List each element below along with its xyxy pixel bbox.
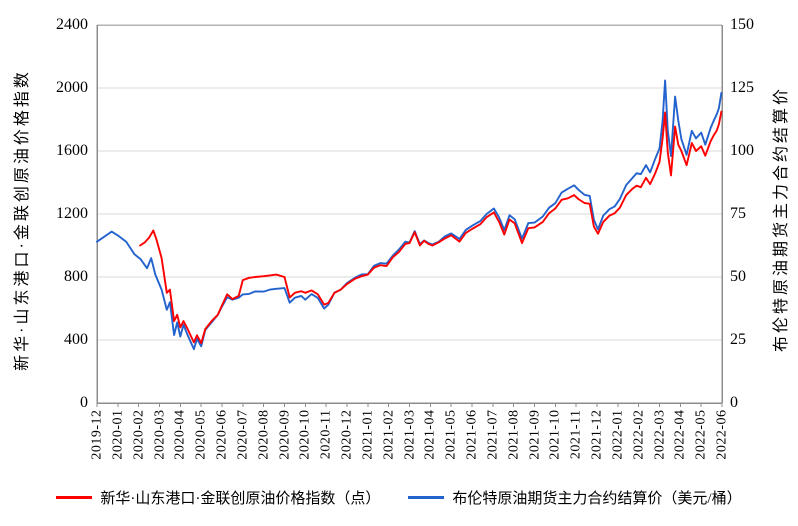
left-axis-tick-label: 0 [80,394,88,411]
left-axis-tick-label: 1200 [56,205,88,222]
right-axis-tick-label: 150 [730,16,754,33]
right-axis-tick-label: 100 [730,142,754,159]
x-axis-tick-label: 2021-08 [506,409,522,460]
x-axis-tick-label: 2020-06 [214,409,230,460]
x-axis-tick-label: 2021-12 [589,409,605,460]
x-axis-tick-label: 2020-02 [131,409,147,460]
x-axis-tick-label: 2020-12 [339,409,355,460]
left-axis-tick-label: 2400 [56,16,88,33]
legend-item-index: 新华·山东港口·金联创原油价格指数（点） [56,487,380,508]
x-axis-tick-label: 2021-01 [360,409,376,460]
x-axis-tick-label: 2020-11 [318,409,334,460]
left-axis-tick-label: 2000 [56,79,88,96]
x-axis-tick-label: 2022-04 [672,409,688,460]
blue-line-swatch-icon [408,496,445,499]
x-axis-tick-label: 2020-05 [193,409,209,460]
x-axis-tick-label: 2021-10 [547,409,563,460]
x-axis-tick-label: 2021-06 [464,409,480,460]
x-axis-tick-label: 2020-03 [152,409,167,460]
x-axis-tick-label: 2022-01 [610,409,626,460]
left-axis-tick-label: 1600 [56,142,88,159]
x-axis-tick-label: 2019-12 [89,409,105,460]
x-axis-tick-label: 2022-03 [652,409,667,460]
left-axis-tick-label: 800 [64,268,88,285]
legend-label-index: 新华·山东港口·金联创原油价格指数（点） [100,491,381,507]
index-price-line [139,110,723,345]
brent-price-line [96,79,723,351]
x-axis-tick-label: 2020-08 [256,409,272,460]
x-axis-tick-label: 2022-02 [631,409,647,460]
left-axis-title: 新华·山东港口·金联创原油价格指数 [14,69,31,371]
x-axis-tick-label: 2021-05 [443,409,459,460]
x-axis-tick-label: 2021-09 [527,409,542,460]
x-axis-tick-label: 2020-07 [235,409,251,460]
right-axis-tick-label: 0 [730,394,738,411]
right-axis-title: 布伦特原油期货主力合约结算价 [773,86,790,353]
legend-item-brent: 布伦特原油期货主力合约结算价（美元/桶） [408,487,742,508]
x-axis-tick-label: 2020-09 [277,409,292,460]
x-axis-tick-label: 2020-04 [172,409,188,460]
x-axis-tick-label: 2021-04 [422,409,438,460]
x-axis-tick-label: 2022-05 [693,409,709,460]
red-line-swatch-icon [56,496,93,499]
chart-legend: 新华·山东港口·金联创原油价格指数（点） 布伦特原油期货主力合约结算价（美元/桶… [0,487,798,508]
right-axis-tick-label: 125 [730,79,754,96]
x-axis-tick-label: 2021-03 [402,409,417,460]
x-axis-tick-label: 2020-10 [297,409,313,460]
x-axis-tick-label: 2020-01 [110,409,126,460]
x-axis-tick-label: 2021-07 [485,409,501,460]
x-axis-tick-label: 2021-11 [568,409,584,460]
left-axis-tick-label: 400 [64,331,88,348]
right-axis-tick-label: 50 [730,268,746,285]
x-axis-tick-label: 2021-02 [381,409,397,460]
legend-label-brent: 布伦特原油期货主力合约结算价（美元/桶） [452,491,742,507]
right-axis-tick-label: 25 [730,331,746,348]
right-axis-tick-label: 75 [730,205,746,222]
x-axis-tick-label: 2022-06 [714,409,730,460]
